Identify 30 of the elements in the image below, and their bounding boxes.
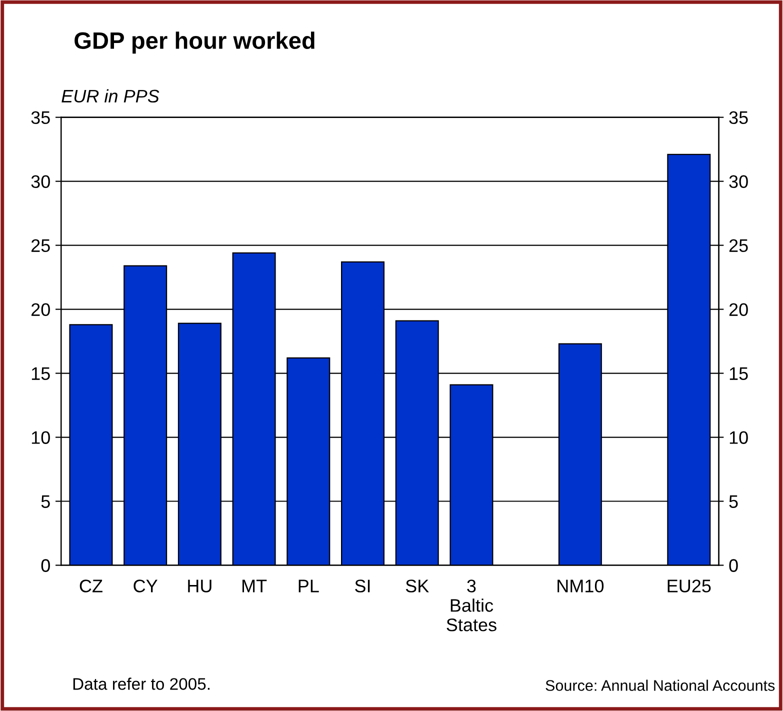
x-tick-label: MT bbox=[242, 580, 267, 592]
x-tick-label: SK bbox=[406, 580, 429, 592]
x-tick-label: CY bbox=[134, 580, 158, 592]
y2-tick-label: 25 bbox=[729, 239, 748, 252]
y2-tick-label: 35 bbox=[729, 111, 748, 124]
y2-tick-label: 15 bbox=[730, 367, 748, 380]
y-tick-label: 35 bbox=[31, 111, 50, 124]
y-axis-title: EUR in PPS bbox=[62, 89, 160, 103]
x-tick-label: HU bbox=[188, 580, 212, 592]
x-tick-label: CZ bbox=[80, 580, 102, 592]
x-tick-label: 3 Baltic States bbox=[446, 580, 496, 632]
x-tick-label: EU25 bbox=[668, 580, 711, 592]
y2-tick-label: 5 bbox=[729, 495, 738, 508]
text: Data refer to 2005. bbox=[73, 678, 210, 690]
y-tick-label: 10 bbox=[32, 431, 50, 444]
x-tick-label: SI bbox=[355, 580, 370, 592]
y-tick-label: 30 bbox=[31, 175, 50, 188]
y2-tick-label: 30 bbox=[729, 175, 748, 188]
y-tick-label: 0 bbox=[41, 559, 50, 572]
x-tick-label: PL bbox=[298, 580, 319, 592]
y-tick-label: 5 bbox=[41, 495, 50, 508]
y2-tick-label: 0 bbox=[729, 559, 738, 572]
y2-tick-label: 10 bbox=[730, 431, 748, 444]
source-note: Source: Annual National Accounts bbox=[546, 680, 775, 691]
y-tick-label: 20 bbox=[31, 303, 50, 316]
x-tick-label: NM10 bbox=[558, 580, 604, 592]
y2-tick-label: 20 bbox=[729, 303, 748, 316]
y-tick-label: 15 bbox=[32, 367, 50, 380]
chart-title: GDP per hour worked bbox=[74, 32, 314, 54]
y-tick-label: 25 bbox=[31, 239, 50, 252]
